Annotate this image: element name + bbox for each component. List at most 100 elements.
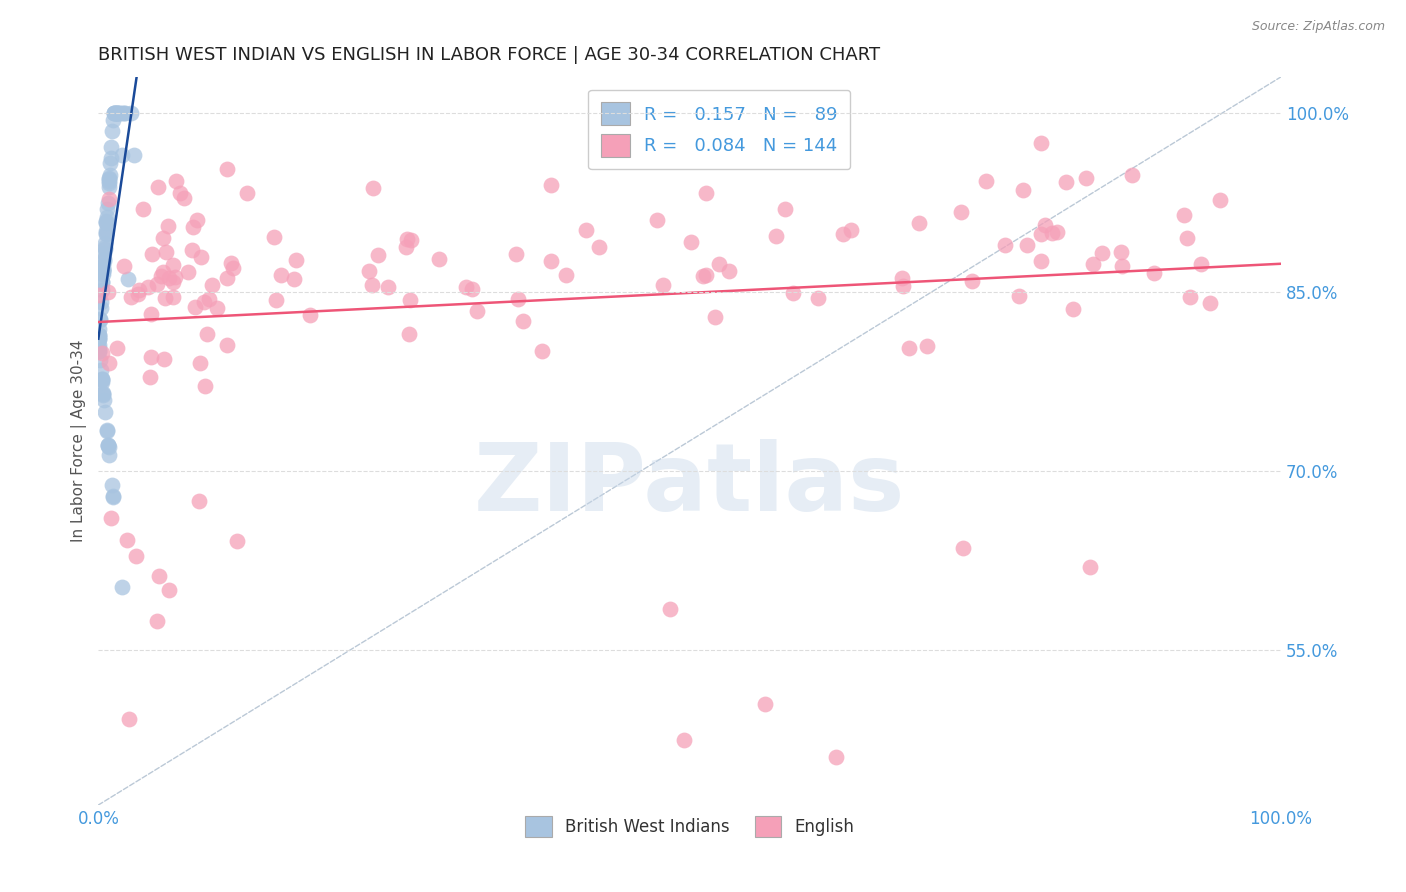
Point bbox=[153, 291, 176, 305]
Point bbox=[782, 285, 804, 300]
Point bbox=[1081, 257, 1104, 271]
Point bbox=[1031, 227, 1053, 241]
Point bbox=[93, 252, 115, 267]
Point bbox=[361, 278, 384, 293]
Point bbox=[163, 270, 186, 285]
Point bbox=[395, 232, 418, 246]
Point bbox=[915, 339, 938, 353]
Point bbox=[87, 327, 110, 342]
Point bbox=[146, 277, 169, 292]
Point bbox=[87, 341, 110, 355]
Point bbox=[91, 373, 114, 387]
Point bbox=[399, 293, 422, 307]
Point bbox=[117, 272, 139, 286]
Point bbox=[907, 216, 929, 230]
Point bbox=[169, 186, 191, 200]
Point bbox=[1078, 560, 1101, 574]
Point bbox=[588, 240, 610, 254]
Point bbox=[96, 216, 118, 230]
Point bbox=[695, 186, 717, 200]
Point bbox=[93, 259, 115, 273]
Point bbox=[100, 151, 122, 165]
Point bbox=[673, 732, 696, 747]
Point bbox=[461, 282, 484, 296]
Point bbox=[1040, 226, 1063, 240]
Point bbox=[87, 287, 110, 301]
Point bbox=[201, 277, 224, 292]
Text: ZIPatlas: ZIPatlas bbox=[474, 439, 905, 531]
Point bbox=[1199, 296, 1222, 310]
Point bbox=[188, 494, 211, 508]
Point bbox=[97, 356, 120, 370]
Point bbox=[974, 174, 997, 188]
Point bbox=[186, 212, 208, 227]
Point bbox=[754, 697, 776, 711]
Point bbox=[94, 227, 117, 241]
Point bbox=[152, 352, 174, 367]
Point bbox=[93, 388, 115, 402]
Point bbox=[540, 254, 562, 268]
Point bbox=[825, 750, 848, 764]
Point bbox=[91, 261, 114, 276]
Point bbox=[103, 112, 125, 127]
Point bbox=[263, 230, 285, 244]
Point bbox=[117, 533, 139, 548]
Point bbox=[110, 105, 132, 120]
Point bbox=[103, 105, 125, 120]
Point bbox=[950, 205, 973, 219]
Point bbox=[101, 124, 124, 138]
Point bbox=[1054, 175, 1077, 189]
Point bbox=[1091, 246, 1114, 260]
Point bbox=[112, 105, 135, 120]
Point bbox=[363, 181, 385, 195]
Point bbox=[184, 300, 207, 314]
Point bbox=[103, 105, 125, 120]
Point bbox=[98, 172, 121, 186]
Point bbox=[94, 226, 117, 240]
Point bbox=[90, 345, 112, 359]
Point bbox=[107, 105, 129, 120]
Legend: British West Indians, English: British West Indians, English bbox=[519, 809, 860, 844]
Point bbox=[96, 202, 118, 216]
Point bbox=[839, 223, 862, 237]
Point bbox=[512, 313, 534, 327]
Point bbox=[165, 173, 187, 187]
Point bbox=[105, 342, 128, 356]
Point bbox=[1109, 245, 1132, 260]
Point bbox=[891, 279, 914, 293]
Point bbox=[157, 583, 180, 598]
Point bbox=[87, 330, 110, 344]
Point bbox=[93, 246, 115, 260]
Point bbox=[90, 372, 112, 386]
Point bbox=[98, 448, 121, 462]
Point bbox=[96, 211, 118, 225]
Point bbox=[236, 186, 259, 201]
Point bbox=[217, 338, 239, 352]
Point bbox=[1175, 231, 1198, 245]
Point bbox=[194, 379, 217, 393]
Point bbox=[104, 105, 127, 120]
Point bbox=[91, 261, 114, 276]
Point bbox=[156, 219, 179, 234]
Point bbox=[399, 233, 422, 247]
Point bbox=[96, 214, 118, 228]
Point bbox=[87, 332, 110, 346]
Point bbox=[93, 392, 115, 407]
Point bbox=[1173, 208, 1195, 222]
Point bbox=[103, 105, 125, 120]
Point bbox=[89, 344, 111, 359]
Point bbox=[114, 105, 136, 120]
Point bbox=[139, 307, 162, 321]
Point bbox=[93, 242, 115, 256]
Point bbox=[679, 235, 702, 249]
Point bbox=[555, 268, 578, 282]
Point bbox=[97, 285, 120, 299]
Point bbox=[98, 168, 121, 182]
Point bbox=[1031, 136, 1053, 151]
Point bbox=[704, 310, 727, 325]
Point bbox=[90, 371, 112, 385]
Point bbox=[1143, 266, 1166, 280]
Point bbox=[807, 292, 830, 306]
Point bbox=[159, 270, 181, 285]
Point bbox=[146, 614, 169, 628]
